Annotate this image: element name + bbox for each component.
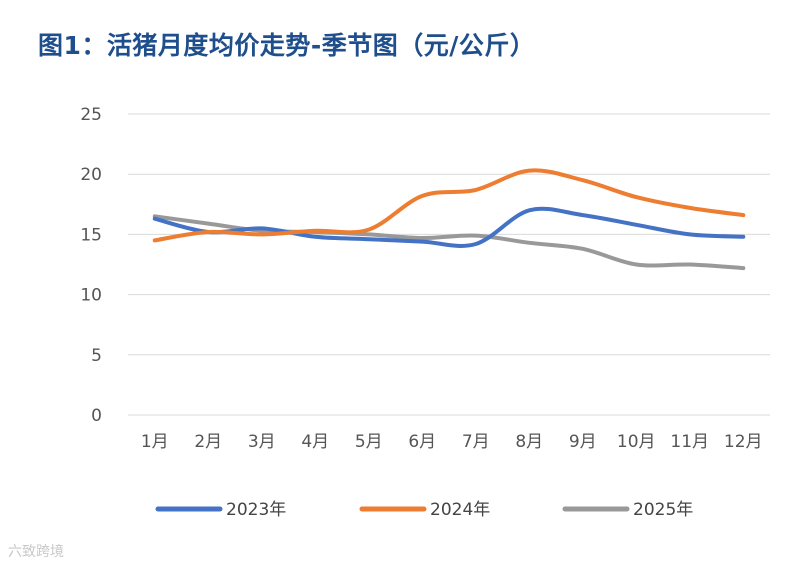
x-tick-label: 10月 [617, 432, 656, 452]
y-tick-label: 25 [80, 105, 102, 125]
series-lines [152, 168, 746, 271]
y-tick-label: 5 [91, 346, 102, 366]
x-tick-label: 2月 [194, 432, 222, 452]
legend-label: 2024年 [430, 500, 490, 520]
y-tick-label: 0 [91, 406, 102, 426]
chart-title: 图1：活猪月度均价走势-季节图（元/公斤） [38, 31, 536, 60]
x-tick-label: 7月 [462, 432, 490, 452]
x-tick-label: 8月 [515, 432, 543, 452]
x-tick-label: 12月 [724, 432, 763, 452]
x-tick-label: 3月 [248, 432, 276, 452]
y-axis-ticks: 0 5 10 15 20 25 [80, 105, 102, 426]
series-line-2024年 [152, 168, 746, 243]
x-tick-label: 4月 [301, 432, 329, 452]
x-tick-label: 1月 [141, 432, 169, 452]
legend-label: 2023年 [226, 500, 286, 520]
series-line-2023年 [152, 206, 746, 248]
watermark: 六致跨境 [8, 544, 64, 560]
x-tick-label: 6月 [408, 432, 436, 452]
y-tick-label: 20 [80, 165, 102, 185]
legend-label: 2025年 [633, 500, 693, 520]
x-tick-label: 9月 [569, 432, 597, 452]
x-tick-label: 5月 [355, 432, 383, 452]
y-tick-label: 15 [80, 225, 102, 245]
x-axis-ticks: 1月 2月 3月 4月 5月 6月 7月 8月 9月 10月 11月 12月 [141, 432, 763, 452]
legend: 2023年 2024年 2025年 [155, 500, 693, 520]
y-tick-label: 10 [80, 286, 102, 306]
series-line-2025年 [152, 214, 746, 271]
x-tick-label: 11月 [670, 432, 709, 452]
